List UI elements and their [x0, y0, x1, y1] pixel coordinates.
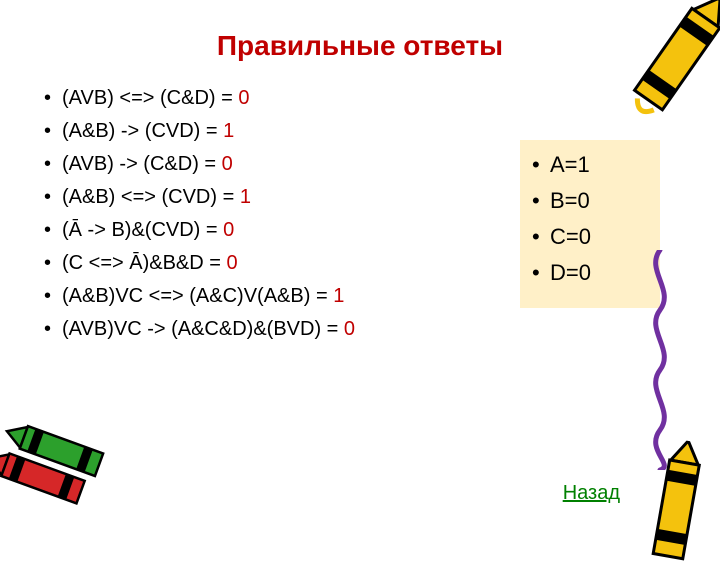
answer-row: (AVB)VC -> (A&C&D)&(BVD) = 0	[40, 318, 440, 341]
answer-row: (Ā -> B)&(CVD) = 0	[40, 219, 440, 242]
answer-expr: (A&B)VC <=> (A&C)V(A&B) =	[62, 285, 333, 307]
answer-result: 0	[227, 252, 238, 274]
answer-expr: (AVB)VC -> (A&C&D)&(BVD) =	[62, 318, 344, 340]
answer-expr: (AVB) -> (C&D) =	[62, 153, 222, 175]
values-box: A=1 B=0 C=0 D=0	[520, 140, 660, 308]
slide: Правильные ответы (AVB) <=> (C&D) = 0 (A…	[0, 0, 720, 540]
answer-row: (C <=> Ā)&B&D = 0	[40, 252, 440, 275]
value-item: C=0	[530, 224, 650, 250]
answer-result: 1	[333, 285, 344, 307]
page-title: Правильные ответы	[40, 30, 680, 62]
squiggle-icon	[640, 250, 680, 470]
answers-list: (AVB) <=> (C&D) = 0 (A&B) -> (CVD) = 1 (…	[40, 87, 440, 351]
answer-result: 0	[344, 318, 355, 340]
answer-row: (AVB) <=> (C&D) = 0	[40, 87, 440, 110]
value-item: A=1	[530, 152, 650, 178]
value-item: B=0	[530, 188, 650, 214]
back-link[interactable]: Назад	[563, 482, 620, 505]
answer-expr: (A&B) <=> (CVD) =	[62, 186, 240, 208]
answer-row: (AVB) -> (C&D) = 0	[40, 153, 440, 176]
value-item: D=0	[530, 260, 650, 286]
answer-result: 0	[238, 87, 249, 109]
answer-result: 1	[240, 186, 251, 208]
crayon-icon	[0, 407, 120, 523]
answer-row: (A&B) -> (CVD) = 1	[40, 120, 440, 143]
answer-row: (A&B)VC <=> (A&C)V(A&B) = 1	[40, 285, 440, 308]
answer-expr: (Ā -> B)&(CVD) =	[62, 219, 223, 241]
answer-result: 0	[223, 219, 234, 241]
answer-expr: (AVB) <=> (C&D) =	[62, 87, 238, 109]
crayon-icon	[619, 0, 720, 127]
answer-expr: (A&B) -> (CVD) =	[62, 120, 223, 142]
answer-row: (A&B) <=> (CVD) = 1	[40, 186, 440, 209]
answer-result: 1	[223, 120, 234, 142]
answer-expr: (C <=> Ā)&B&D =	[62, 252, 227, 274]
answer-result: 0	[222, 153, 233, 175]
